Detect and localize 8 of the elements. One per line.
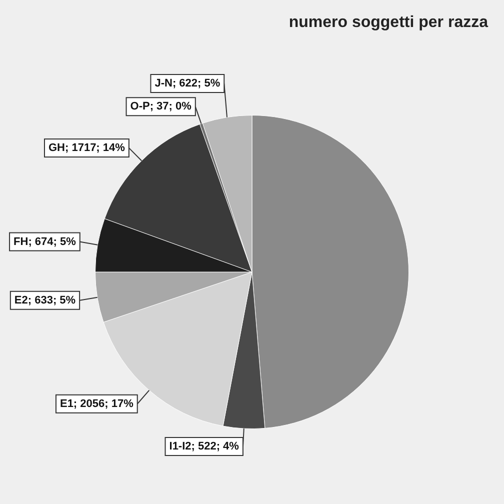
- slice-label: O-P; 37; 0%: [130, 100, 192, 113]
- slice-label: GH; 1717; 14%: [48, 142, 126, 154]
- slice-label: E1; 2056; 17%: [60, 398, 134, 410]
- chart-title: numero soggetti per razza: [288, 14, 488, 32]
- slice-label: I1-I2; 522; 4%: [169, 440, 240, 453]
- slice-label: J-N; 622; 5%: [154, 78, 220, 90]
- slice-label: E2; 633; 5%: [14, 294, 76, 306]
- slice-label: FH; 674; 5%: [14, 236, 76, 248]
